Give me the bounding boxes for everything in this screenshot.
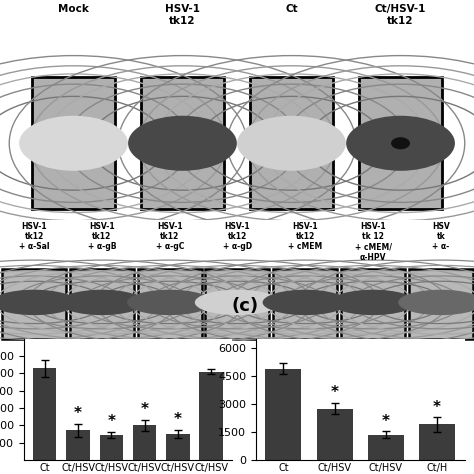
Bar bbox=[200, 372, 223, 460]
Ellipse shape bbox=[128, 116, 237, 171]
Text: Ct/HSV-1
tk12: Ct/HSV-1 tk12 bbox=[375, 4, 426, 26]
Text: Mock: Mock bbox=[58, 4, 89, 14]
Text: HSV-1
tk12
+ cMEM: HSV-1 tk12 + cMEM bbox=[288, 222, 322, 251]
Text: *: * bbox=[141, 402, 149, 417]
Ellipse shape bbox=[398, 290, 474, 315]
FancyBboxPatch shape bbox=[141, 77, 224, 210]
FancyBboxPatch shape bbox=[409, 269, 473, 339]
Ellipse shape bbox=[127, 290, 212, 315]
Text: *: * bbox=[174, 412, 182, 427]
Text: *: * bbox=[331, 385, 338, 400]
Ellipse shape bbox=[391, 137, 410, 149]
Ellipse shape bbox=[0, 290, 77, 315]
FancyBboxPatch shape bbox=[205, 269, 269, 339]
Ellipse shape bbox=[19, 116, 128, 171]
FancyBboxPatch shape bbox=[2, 269, 66, 339]
Bar bbox=[100, 435, 123, 460]
FancyBboxPatch shape bbox=[359, 77, 442, 210]
Ellipse shape bbox=[195, 290, 280, 315]
Text: *: * bbox=[74, 406, 82, 421]
FancyBboxPatch shape bbox=[70, 269, 134, 339]
Ellipse shape bbox=[330, 290, 416, 315]
Text: HSV
tk
+ α-: HSV tk + α- bbox=[432, 222, 450, 251]
Ellipse shape bbox=[346, 116, 455, 171]
Text: (c): (c) bbox=[232, 297, 259, 315]
Bar bbox=[265, 369, 301, 460]
FancyBboxPatch shape bbox=[32, 77, 115, 210]
Text: HSV-1
tk12: HSV-1 tk12 bbox=[165, 4, 200, 26]
FancyBboxPatch shape bbox=[137, 269, 201, 339]
Bar bbox=[133, 425, 156, 460]
Bar bbox=[166, 434, 190, 460]
Ellipse shape bbox=[263, 290, 348, 315]
Ellipse shape bbox=[59, 290, 145, 315]
Bar bbox=[33, 368, 56, 460]
Text: HSV-1
tk12
+ α-Sal: HSV-1 tk12 + α-Sal bbox=[19, 222, 49, 251]
Bar bbox=[368, 435, 404, 460]
Bar bbox=[419, 424, 455, 460]
FancyBboxPatch shape bbox=[341, 269, 405, 339]
Text: *: * bbox=[433, 400, 441, 415]
Text: *: * bbox=[382, 413, 390, 428]
Text: HSV-1
tk 12
+ cMEM/
α-HPV: HSV-1 tk 12 + cMEM/ α-HPV bbox=[355, 222, 392, 262]
Text: *: * bbox=[107, 414, 115, 429]
Bar bbox=[66, 430, 90, 460]
Text: HSV-1
tk12
+ α-gC: HSV-1 tk12 + α-gC bbox=[155, 222, 184, 251]
Ellipse shape bbox=[237, 116, 346, 171]
FancyBboxPatch shape bbox=[273, 269, 337, 339]
FancyBboxPatch shape bbox=[250, 77, 333, 210]
Text: Ct: Ct bbox=[285, 4, 298, 14]
Text: HSV-1
tk12
+ α-gB: HSV-1 tk12 + α-gB bbox=[88, 222, 116, 251]
Bar bbox=[317, 409, 353, 460]
Text: HSV-1
tk12
+ α-gD: HSV-1 tk12 + α-gD bbox=[223, 222, 252, 251]
